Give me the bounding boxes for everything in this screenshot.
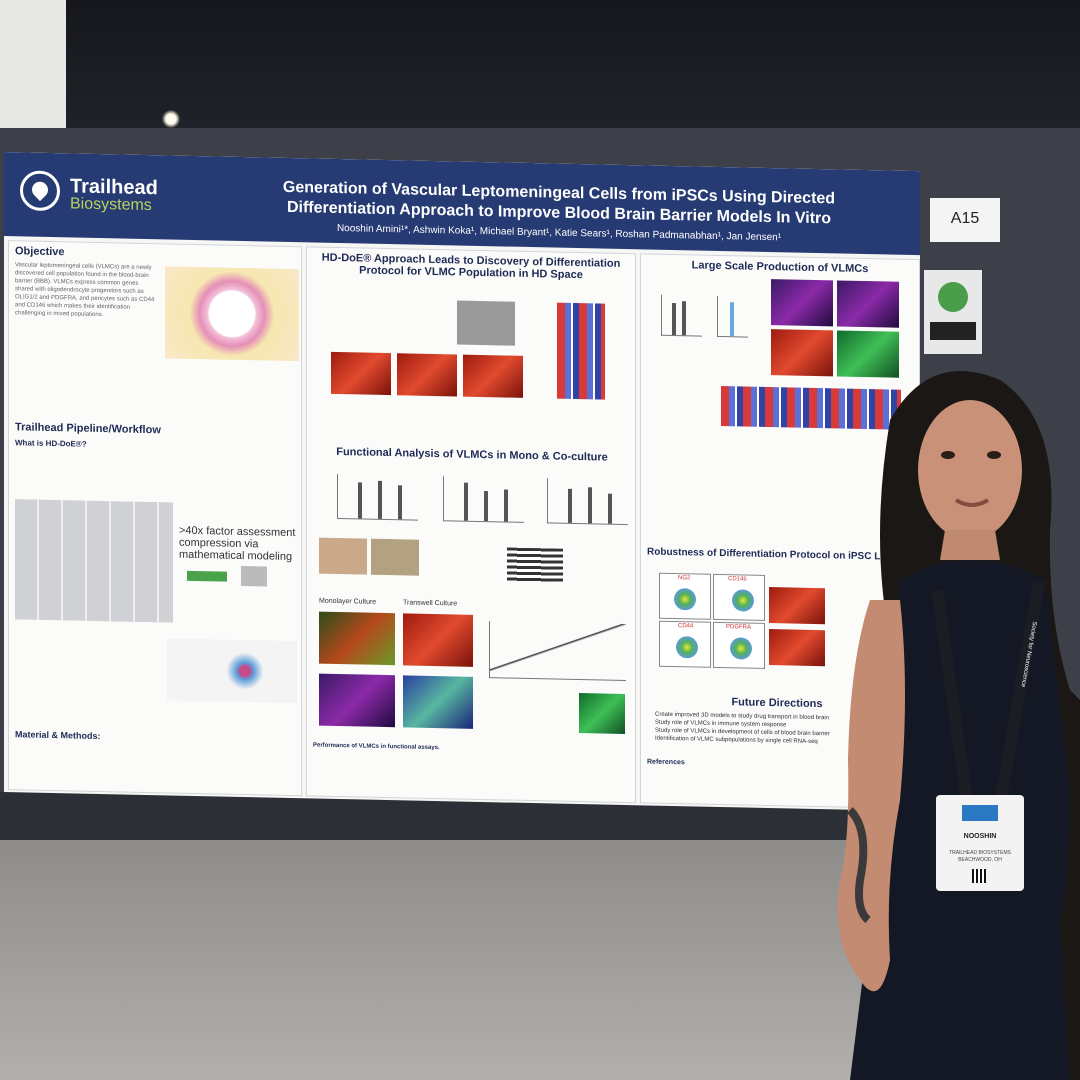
col1a1-image xyxy=(769,587,825,625)
middle-column: HD-DoE® Approach Leads to Discovery of D… xyxy=(306,246,636,804)
bar xyxy=(484,491,488,522)
pipeline-heading: Trailhead Pipeline/Workflow xyxy=(15,421,161,437)
marker-image xyxy=(771,279,833,327)
brand-sub: Biosystems xyxy=(70,195,152,215)
badge-name: NOOSHIN xyxy=(963,833,997,840)
badge-org: TRAILHEAD BIOSYSTEMS BEACHWOOD, OH xyxy=(949,850,1011,863)
bar xyxy=(588,487,592,524)
flow-density xyxy=(676,636,698,659)
flow-cytometry-grid: NG2 CD146 CD44 PDGFRA xyxy=(659,572,765,669)
research-poster: Trailhead Biosystems Generation of Vascu… xyxy=(4,152,920,812)
mouth xyxy=(954,498,990,507)
hd-doe-subheading: What is HD-DoE®? xyxy=(15,438,87,449)
ceiling-light xyxy=(162,110,180,128)
functional-analysis-heading: Functional Analysis of VLMCs in Mono & C… xyxy=(336,445,608,464)
bar xyxy=(672,302,676,336)
arm-tattoo xyxy=(846,807,871,924)
large-scale-heading: Large Scale Production of VLMCs xyxy=(691,259,869,276)
board-number: A15 xyxy=(950,210,980,227)
methods-heading: Material & Methods: xyxy=(15,729,101,742)
marker-bar-chart xyxy=(507,547,563,583)
transwell-label: Transwell Culture xyxy=(403,599,458,608)
left-column: Objective Vascular leptomeningeal cells … xyxy=(8,240,302,797)
cc-license-icon xyxy=(930,322,976,340)
face-shape xyxy=(918,400,1022,540)
coculture-image xyxy=(319,673,395,728)
microscopy-gray xyxy=(457,300,515,346)
flow-plot: CD146 xyxy=(713,573,765,621)
bar xyxy=(730,302,734,337)
flow-label: CD146 xyxy=(728,576,747,583)
bar xyxy=(464,482,468,521)
flow-label: CD44 xyxy=(678,623,694,630)
hd-doe-section-heading: HD-DoE® Approach Leads to Discovery of D… xyxy=(321,251,621,282)
dcn-image xyxy=(769,629,825,667)
compressed-grid-icon xyxy=(241,565,267,587)
board-number-sign: A15 xyxy=(930,198,1000,242)
qpcr-bar-chart xyxy=(661,294,702,337)
coculture-image xyxy=(403,675,473,729)
icc-image xyxy=(397,353,457,397)
flow-density xyxy=(674,588,696,611)
bar xyxy=(378,480,382,519)
references-heading: References xyxy=(647,758,685,767)
neck xyxy=(940,530,1000,560)
viability-bar-chart xyxy=(717,295,748,338)
bar xyxy=(682,301,686,336)
icc-image xyxy=(463,354,523,398)
factor-grid-figure xyxy=(15,499,173,623)
coculture-image xyxy=(319,611,395,666)
monolayer-label: Monolayer Culture xyxy=(319,597,377,606)
flow-plot: PDGFRA xyxy=(713,621,765,669)
white-wall-panel xyxy=(0,0,66,150)
morphology-image xyxy=(371,538,419,576)
flow-plot: CD44 xyxy=(659,620,711,668)
flow-label: NG2 xyxy=(678,575,691,582)
morphology-image xyxy=(319,537,367,575)
camera-icon xyxy=(938,282,968,312)
flow-plot: NG2 xyxy=(659,572,711,620)
bar xyxy=(358,482,362,519)
cytokine-bar-chart xyxy=(337,473,418,521)
flow-density xyxy=(732,589,754,612)
bbb-diagram xyxy=(165,266,299,362)
teer-line-chart xyxy=(489,621,626,682)
bar xyxy=(504,489,508,522)
creative-commons-sticker xyxy=(924,270,982,354)
flow-label: PDGFRA xyxy=(726,624,752,631)
bar xyxy=(568,488,572,523)
marker-image xyxy=(771,329,833,377)
cytokine-bar-chart xyxy=(443,476,524,523)
icc-image xyxy=(331,351,391,396)
poster-header: Trailhead Biosystems Generation of Vascu… xyxy=(4,152,920,256)
icc-green-image xyxy=(579,693,625,735)
eye-left xyxy=(941,451,955,459)
factor-compression-text: >40x factor assessment compression via m… xyxy=(179,524,296,564)
flow-density xyxy=(730,637,752,660)
objective-text: Vascular leptomeningeal cells (VLMCs) ar… xyxy=(15,262,155,319)
eye-right xyxy=(987,451,1001,459)
functional-caption: Performance of VLMCs in functional assay… xyxy=(313,742,440,752)
trailhead-logo-icon xyxy=(20,170,60,212)
bar xyxy=(398,485,402,520)
rna-seq-heatmap xyxy=(557,302,605,400)
umap-plot xyxy=(167,638,297,704)
sfn-logo-icon xyxy=(962,805,998,821)
marker-image xyxy=(837,280,899,328)
green-arrow-icon xyxy=(187,570,227,582)
coculture-image xyxy=(403,613,473,667)
conference-badge: NOOSHIN TRAILHEAD BIOSYSTEMS BEACHWOOD, … xyxy=(936,795,1024,891)
bar xyxy=(608,493,612,524)
arm-shape xyxy=(837,600,905,992)
qr-code-icon xyxy=(972,869,986,883)
cytokine-bar-chart xyxy=(547,478,628,526)
